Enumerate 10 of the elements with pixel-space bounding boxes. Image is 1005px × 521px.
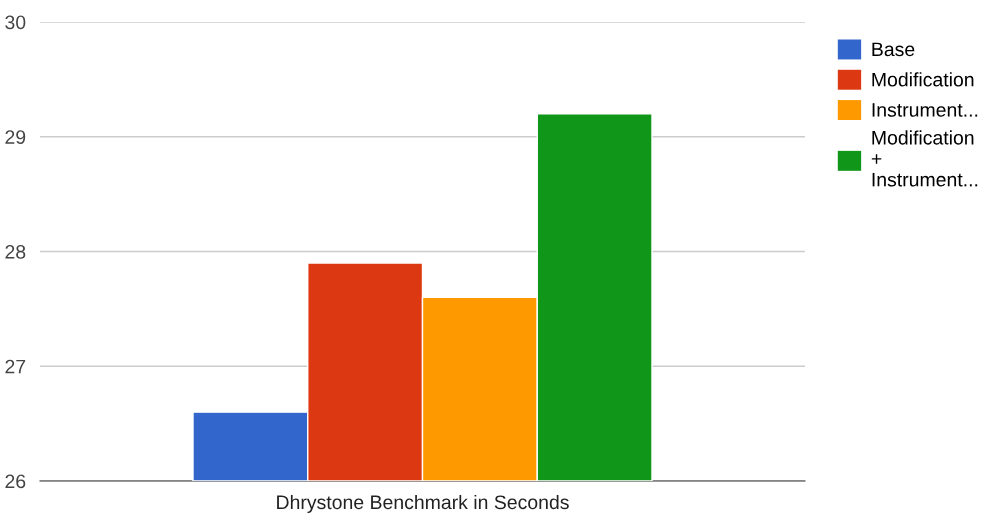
y-tick-label: 30	[5, 15, 26, 30]
x-tick-label: Dhrystone Benchmark in Seconds	[277, 494, 569, 514]
legend-label: Modification	[872, 72, 974, 87]
y-tick-label: 26	[5, 474, 26, 489]
legend-label: Base	[872, 42, 915, 57]
legend-label: Modification + Instrument...	[871, 130, 978, 187]
y-tick-label: 29	[5, 130, 26, 144]
y-tick-label: 27	[5, 359, 26, 374]
y-tick-label: 28	[5, 244, 26, 259]
legend-label: Instrument...	[872, 103, 978, 117]
